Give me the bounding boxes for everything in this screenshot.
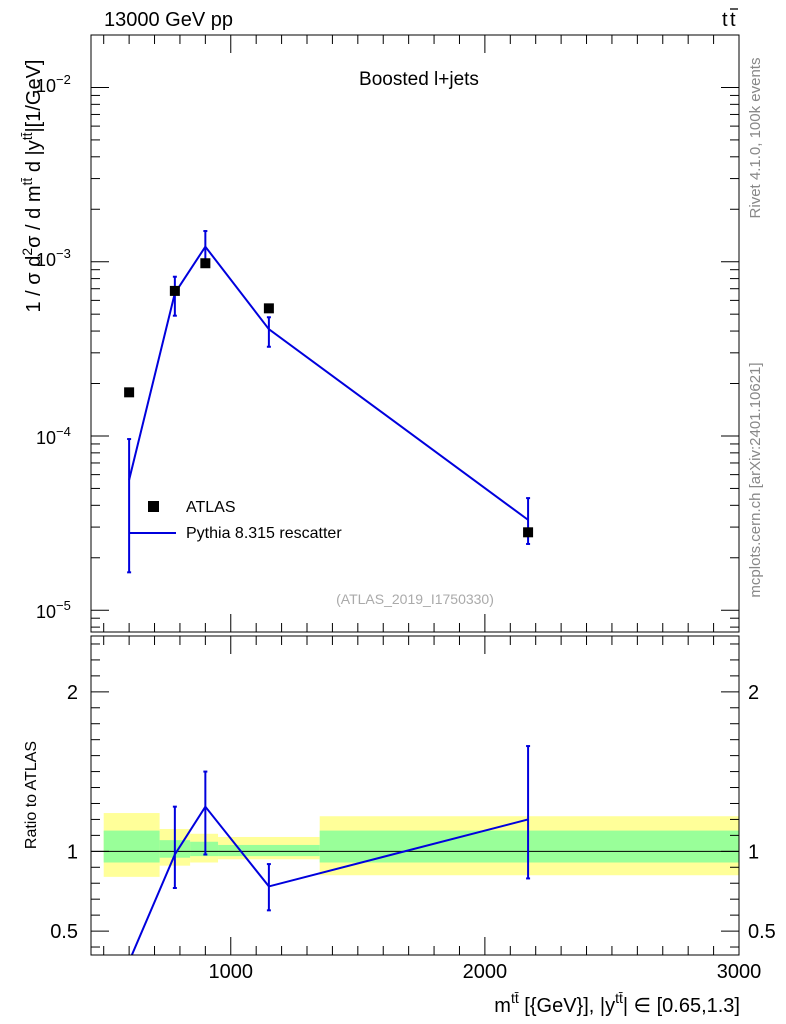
xtick-label: 2000 bbox=[463, 961, 508, 983]
ratio-panel: 0.5 0.5 1 1 2 2 1000 2000 3000 Ratio to ATLAS m… bbox=[23, 635, 776, 1017]
legend-label-atlas: ATLAS bbox=[186, 499, 236, 516]
main-title: Boosted l+jets bbox=[359, 69, 479, 90]
process-bar: t bbox=[730, 9, 736, 31]
main-panel: Boosted l+jets (ATLAS_2019_I1750330) ATL… bbox=[19, 34, 740, 633]
ratio-band-inner bbox=[319, 830, 739, 863]
x-axis-label: mtt̄ [{GeV}], |ytt̄| ∈ [0.65,1.3] bbox=[494, 990, 740, 1017]
atlas-point bbox=[124, 387, 135, 398]
atlas-point bbox=[169, 285, 180, 296]
legend: ATLAS Pythia 8.315 rescatter bbox=[130, 499, 342, 542]
process-label: t t bbox=[722, 8, 738, 31]
ratio-ticks bbox=[91, 636, 740, 955]
ytick-label-1e-4: 10−4 bbox=[36, 424, 71, 448]
ratio-band-inner bbox=[103, 830, 160, 863]
ratio-band-inner bbox=[218, 844, 320, 857]
beam-label: 13000 GeV pp bbox=[104, 9, 233, 31]
xtick-label: 3000 bbox=[717, 961, 762, 983]
ytick-label-1e-5: 10−5 bbox=[36, 598, 71, 622]
ratio-ytick-label-right: 1 bbox=[748, 841, 759, 863]
ratio-frame bbox=[90, 635, 740, 956]
main-data-layer bbox=[124, 230, 534, 574]
ratio-ytick-label-right: 2 bbox=[748, 682, 759, 704]
legend-label-pythia: Pythia 8.315 rescatter bbox=[186, 525, 342, 542]
ratio-ytick-labels: 0.5 0.5 1 1 2 2 bbox=[50, 682, 776, 943]
legend-marker-atlas bbox=[148, 501, 159, 512]
ratio-ytick-label: 0.5 bbox=[50, 921, 78, 943]
ratio-data-layer bbox=[91, 745, 739, 955]
atlas-point bbox=[263, 303, 274, 314]
legend-entry-pythia: Pythia 8.315 rescatter bbox=[130, 525, 342, 542]
main-ylabel: 1 / σ d2σ / d mtt̄ d |ytt̄|[1/GeV] bbox=[19, 60, 45, 313]
main-frame bbox=[90, 34, 740, 633]
ratio-ytick-label: 2 bbox=[67, 682, 78, 704]
xtick-label: 1000 bbox=[209, 961, 254, 983]
pythia-curve bbox=[128, 244, 529, 521]
process-main: t bbox=[722, 9, 728, 31]
xtick-labels: 1000 2000 3000 bbox=[209, 961, 762, 983]
main-ticks bbox=[91, 34, 740, 632]
ratio-band-inner bbox=[190, 841, 219, 857]
legend-entry-atlas: ATLAS bbox=[148, 499, 236, 516]
analysis-watermark: (ATLAS_2019_I1750330) bbox=[336, 591, 494, 607]
ratio-ylabel: Ratio to ATLAS bbox=[23, 741, 40, 849]
mcplots-label: mcplots.cern.ch [arXiv:2401.10621] bbox=[747, 362, 764, 597]
atlas-point bbox=[523, 527, 534, 538]
ratio-ytick-label-right: 0.5 bbox=[748, 921, 776, 943]
atlas-point bbox=[200, 258, 211, 269]
ratio-ytick-label: 1 bbox=[67, 841, 78, 863]
ratio-uncertainty-bands bbox=[103, 813, 739, 877]
rivet-label: Rivet 4.1.0, 100k events bbox=[747, 58, 764, 219]
